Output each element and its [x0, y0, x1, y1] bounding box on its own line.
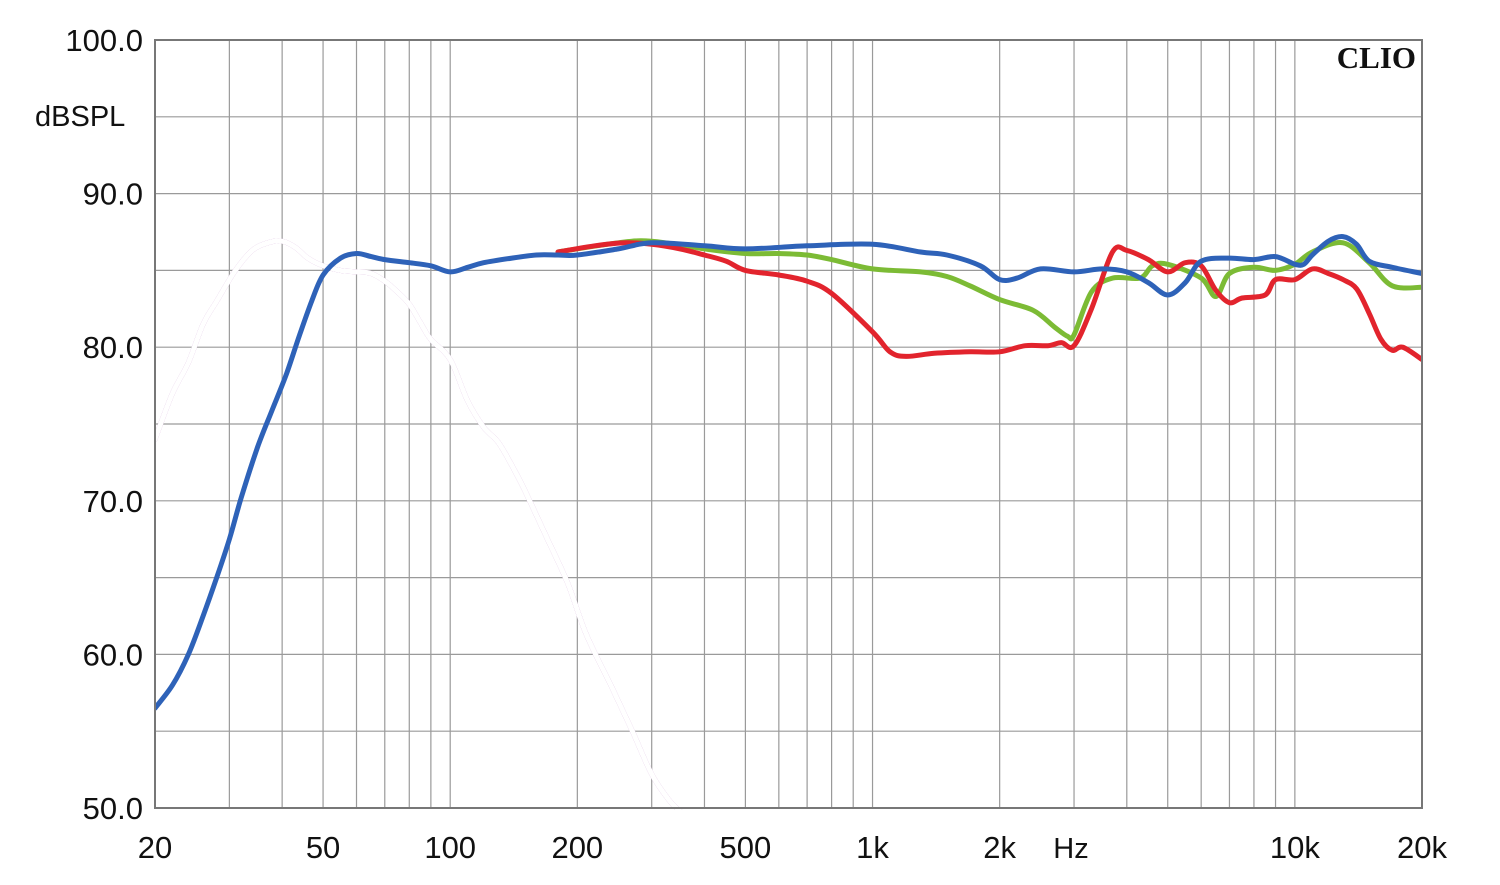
y-tick-label: 80.0: [83, 330, 143, 365]
series-line-inner: [155, 238, 683, 810]
y-tick-label: 70.0: [83, 484, 143, 519]
x-tick-label: 100: [424, 830, 476, 865]
series-line: [555, 240, 1422, 362]
x-tick-label: 20k: [1397, 830, 1447, 865]
x-tick-label: 1k: [856, 830, 889, 865]
series-0-group: [155, 238, 683, 810]
series-1-group: [555, 238, 1422, 342]
x-tick-label: 500: [720, 830, 772, 865]
x-tick-labels: 20 50 100 200 500 1k 2k 10k 20k: [138, 830, 1448, 865]
series-line: [155, 234, 1422, 711]
x-tick-label: 50: [306, 830, 340, 865]
x-tick-label: 20: [138, 830, 172, 865]
x-tick-label: 2k: [983, 830, 1016, 865]
y-tick-label: 90.0: [83, 177, 143, 212]
x-axis-label: Hz: [1053, 833, 1088, 865]
y-tick-label: 100.0: [65, 23, 143, 58]
x-tick-label: 10k: [1270, 830, 1320, 865]
series-line: [555, 238, 1422, 342]
x-tick-label: 200: [551, 830, 603, 865]
series-3-group: [155, 234, 1422, 711]
clio-watermark: CLIO: [1337, 40, 1416, 75]
y-tick-label: 60.0: [83, 637, 143, 672]
series-group: [155, 234, 1422, 810]
y-tick-label: 50.0: [83, 791, 143, 826]
grid: [155, 40, 1422, 808]
y-tick-labels: 100.0 90.0 80.0 70.0 60.0 50.0: [65, 23, 143, 826]
y-axis-label: dBSPL: [35, 101, 125, 133]
series-2-group: [555, 240, 1422, 362]
plot-frame: [154, 39, 1423, 809]
